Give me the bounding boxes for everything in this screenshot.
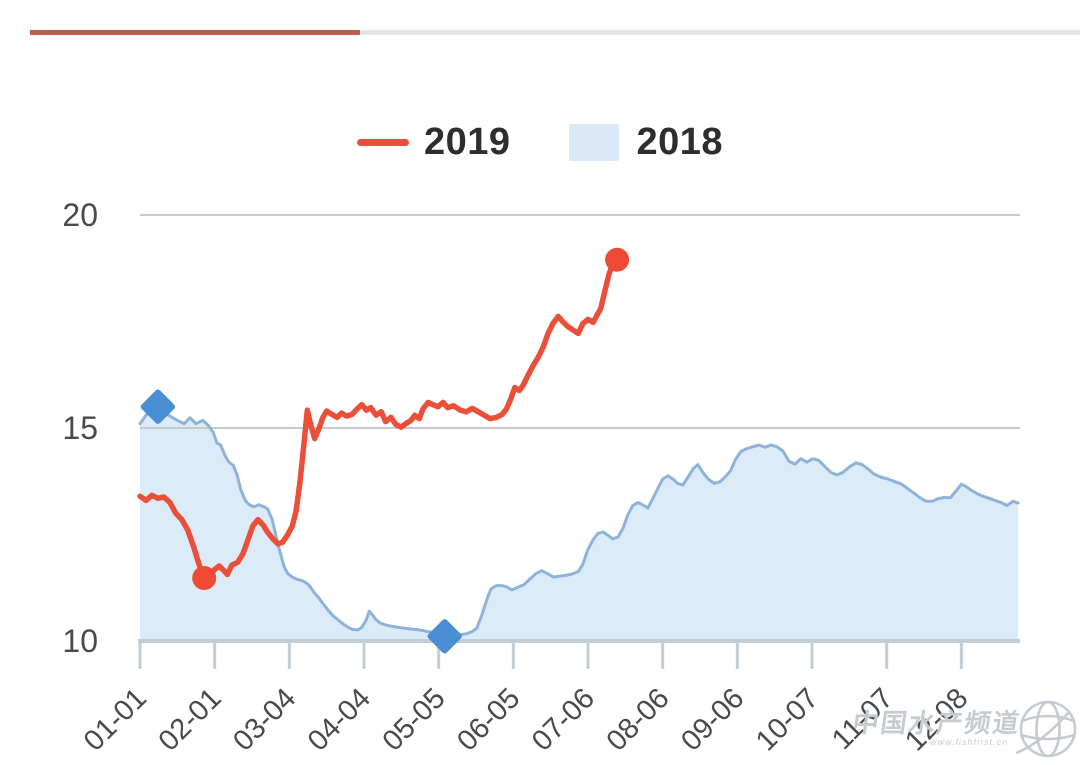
watermark: 中国水产频道 www.fishfirst.cn [849, 691, 1078, 765]
series-2018-start-diamond-marker [140, 389, 176, 424]
series-2019-line [137, 256, 620, 581]
x-tick-label: 10-07 [750, 682, 825, 757]
watermark-title: 中国水产频道 [850, 707, 1023, 738]
series-2018-line [138, 405, 1020, 638]
chart-legend: 2019 2018 [0, 121, 1080, 164]
top-accent-bar [30, 30, 1080, 35]
legend-label-2018: 2018 [636, 121, 724, 163]
series-2019-end-dot-marker [605, 247, 630, 272]
globe-icon [1015, 700, 1077, 758]
series-2019-low-dot-marker [192, 566, 217, 590]
legend-item-2018: 2018 [568, 121, 724, 164]
y-tick-label: 20 [62, 197, 98, 233]
watermark-text: 中国水产频道 www.fishfirst.cn [849, 707, 1023, 747]
series-2018-area [140, 406, 1019, 641]
series-2018-min-diamond-marker [427, 619, 462, 654]
x-tick-label: 06-05 [451, 682, 526, 757]
legend-area-swatch-2018 [568, 124, 619, 161]
x-tick-label: 03-04 [227, 682, 302, 757]
y-tick-label: 10 [62, 623, 98, 659]
y-tick-label: 15 [62, 410, 98, 446]
legend-line-swatch-2019 [356, 139, 409, 146]
x-tick-label: 04-04 [302, 682, 377, 757]
x-tick-label: 09-06 [675, 682, 750, 757]
x-tick-label: 08-06 [601, 682, 676, 757]
watermark-url: www.fishfirst.cn [929, 736, 1009, 747]
x-tick-label: 05-05 [377, 682, 452, 757]
x-tick-label: 07-06 [526, 682, 601, 757]
legend-item-2019: 2019 [356, 121, 511, 164]
top-accent-bar-gray-segment [360, 30, 1080, 35]
top-accent-bar-red-segment [30, 30, 360, 35]
x-tick-label: 02-01 [153, 682, 228, 757]
legend-label-2019: 2019 [423, 121, 511, 163]
x-tick-label: 01-01 [78, 682, 153, 757]
